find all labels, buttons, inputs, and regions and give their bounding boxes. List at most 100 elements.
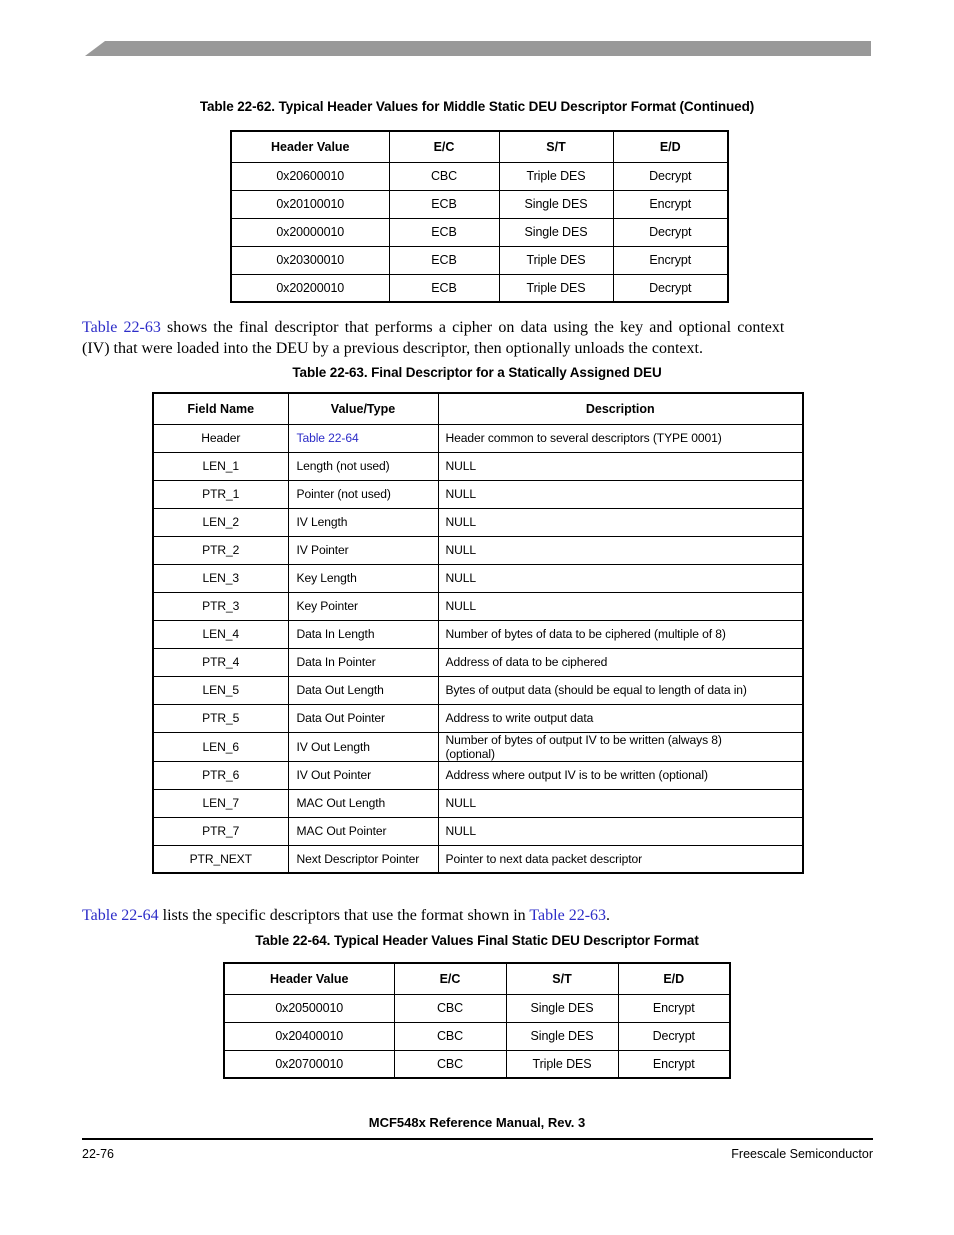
table-row: 0x20100010 ECB Single DES Encrypt xyxy=(230,189,729,219)
table-cell: Encrypt xyxy=(617,993,731,1023)
table-cell: Next Descriptor Pointer xyxy=(287,844,439,874)
column-header: S/T xyxy=(498,130,614,163)
table-ref-link[interactable]: Table 22-64 xyxy=(287,423,439,453)
body-paragraph-2: Table 22-64 lists the specific descripto… xyxy=(82,906,874,927)
table-cell: LEN_4 xyxy=(152,619,289,649)
table-cell: Number of bytes of output IV to be writt… xyxy=(437,731,804,762)
table-cell: Single DES xyxy=(505,1021,619,1051)
table-cell: PTR_6 xyxy=(152,760,289,790)
table-cell: Decrypt xyxy=(612,273,729,303)
table-cell: PTR_3 xyxy=(152,591,289,621)
table-cell: Triple DES xyxy=(498,161,614,191)
table-cell: NULL xyxy=(437,507,804,537)
table-row: LEN_1 Length (not used) NULL xyxy=(152,451,804,481)
footer-company: Freescale Semiconductor xyxy=(731,1147,873,1161)
table-22-62: Header Value E/C S/T E/D 0x20600010 CBC Tr… xyxy=(230,130,729,303)
table-cell: LEN_2 xyxy=(152,507,289,537)
table-cell: ECB xyxy=(388,217,500,247)
table-cell: Encrypt xyxy=(612,189,729,219)
table-cell: Data Out Pointer xyxy=(287,703,439,733)
paragraph-text: lists the specific descriptors that use … xyxy=(158,907,530,924)
column-header: E/D xyxy=(612,130,729,163)
table-row: LEN_6 IV Out Length Number of bytes of out… xyxy=(152,731,804,762)
table-22-63: Field Name Value/Type Description Header… xyxy=(152,392,804,874)
table-cell: LEN_6 xyxy=(152,731,289,762)
table-cell: 0x20400010 xyxy=(223,1021,395,1051)
table-row: 0x20300010 ECB Triple DES Encrypt xyxy=(230,245,729,275)
table-cell: Single DES xyxy=(498,189,614,219)
table-cell: NULL xyxy=(437,788,804,818)
table-cell: LEN_1 xyxy=(152,451,289,481)
table-row: 0x20700010 CBC Triple DES Encrypt xyxy=(223,1049,731,1079)
table-cell: PTR_5 xyxy=(152,703,289,733)
table-cell: NULL xyxy=(437,816,804,846)
table-cell: Decrypt xyxy=(612,217,729,247)
table-row: LEN_5 Data Out Length Bytes of output data… xyxy=(152,675,804,705)
table-cell: LEN_5 xyxy=(152,675,289,705)
table-cell: 0x20700010 xyxy=(223,1049,395,1079)
footer-manual-title: MCF548x Reference Manual, Rev. 3 xyxy=(368,1115,586,1130)
table-cell: PTR_7 xyxy=(152,816,289,846)
table-cell: Pointer to next data packet descriptor xyxy=(437,844,804,874)
column-header: Description xyxy=(437,392,804,425)
link-table-22-63-2[interactable]: Table 22-63 xyxy=(529,907,607,924)
table-cell: PTR_2 xyxy=(152,535,289,565)
table-row: PTR_7 MAC Out Pointer NULL xyxy=(152,816,804,846)
table-cell: Bytes of output data (should be equal to… xyxy=(437,675,804,705)
table-row: PTR_1 Pointer (not used) NULL xyxy=(152,479,804,509)
body-paragraph-1: Table 22-63 shows the final descriptor t… xyxy=(82,318,874,359)
table-cell: NULL xyxy=(437,591,804,621)
table-cell: MAC Out Length xyxy=(287,788,439,818)
table-cell: NULL xyxy=(437,535,804,565)
table-row: LEN_7 MAC Out Length NULL xyxy=(152,788,804,818)
table-row: 0x20400010 CBC Single DES Decrypt xyxy=(223,1021,731,1051)
table-row: PTR_3 Key Pointer NULL xyxy=(152,591,804,621)
column-header: E/C xyxy=(393,962,507,995)
table-cell: Encrypt xyxy=(617,1049,731,1079)
table-cell: ECB xyxy=(388,245,500,275)
table-cell: Key Pointer xyxy=(287,591,439,621)
table-cell: Data Out Length xyxy=(287,675,439,705)
footer-page-number: 22-76 xyxy=(82,1147,114,1161)
table-cell: 0x20200010 xyxy=(230,273,390,303)
table-cell: PTR_1 xyxy=(152,479,289,509)
column-header: Header Value xyxy=(223,962,395,995)
table-cell: PTR_NEXT xyxy=(152,844,289,874)
table-row: 0x20000010 ECB Single DES Decrypt xyxy=(230,217,729,247)
paragraph-text: . xyxy=(606,907,611,924)
table-cell: CBC xyxy=(393,993,507,1023)
table-cell: Single DES xyxy=(505,993,619,1023)
paragraph-text: shows the final descriptor that performs… xyxy=(160,319,785,336)
column-header: Value/Type xyxy=(287,392,439,425)
table-cell: Single DES xyxy=(498,217,614,247)
table-cell: Length (not used) xyxy=(287,451,439,481)
table-cell: NULL xyxy=(437,563,804,593)
table-cell: CBC xyxy=(393,1021,507,1051)
table-row: LEN_2 IV Length NULL xyxy=(152,507,804,537)
link-table-22-63[interactable]: Table 22-63 xyxy=(82,319,161,336)
footer-rule xyxy=(82,1138,873,1140)
table-cell: MAC Out Pointer xyxy=(287,816,439,846)
table-header-row: Field Name Value/Type Description xyxy=(152,392,804,425)
table-cell: 0x20100010 xyxy=(230,189,390,219)
paragraph-text: (IV) that were loaded into the DEU by a … xyxy=(82,339,703,357)
table-cell: Address to write output data xyxy=(437,703,804,733)
table-cell: 0x20300010 xyxy=(230,245,390,275)
table-cell: 0x20500010 xyxy=(223,993,395,1023)
link-table-22-64[interactable]: Table 22-64 xyxy=(82,907,159,924)
column-header: E/D xyxy=(617,962,731,995)
table-row: LEN_3 Key Length NULL xyxy=(152,563,804,593)
table-cell: Triple DES xyxy=(498,273,614,303)
table-cell: ECB xyxy=(388,189,500,219)
table-cell: CBC xyxy=(388,161,500,191)
table-cell: IV Out Length xyxy=(287,731,439,762)
table-cell: ECB xyxy=(388,273,500,303)
table-cell: Decrypt xyxy=(617,1021,731,1051)
table-row: PTR_4 Data In Pointer Address of data to b… xyxy=(152,647,804,677)
table-cell: Pointer (not used) xyxy=(287,479,439,509)
table-cell: CBC xyxy=(393,1049,507,1079)
table-row: 0x20200010 ECB Triple DES Decrypt xyxy=(230,273,729,303)
table-cell: Triple DES xyxy=(498,245,614,275)
table-row: PTR_2 IV Pointer NULL xyxy=(152,535,804,565)
table-cell: LEN_3 xyxy=(152,563,289,593)
